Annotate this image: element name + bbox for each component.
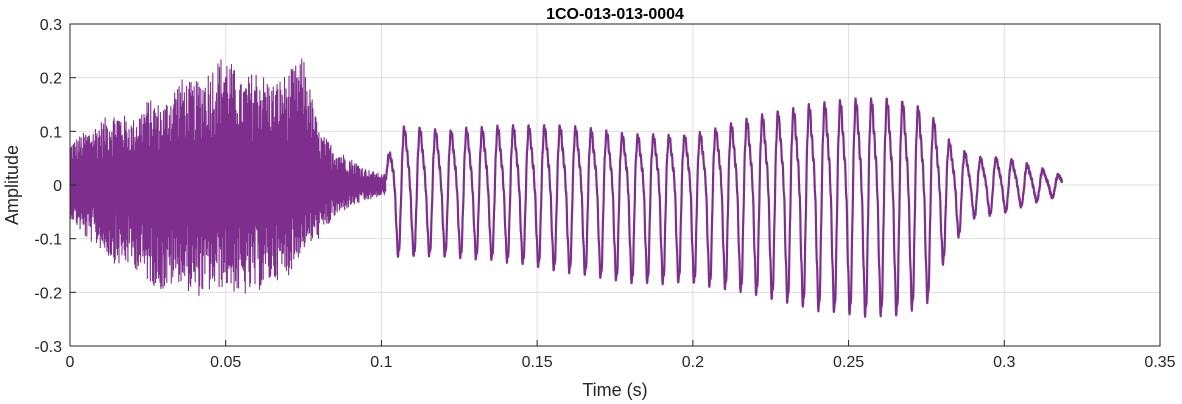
x-tick-label: 0.35 [1144,354,1175,371]
x-tick-label: 0.25 [833,354,864,371]
x-tick-label: 0.1 [370,354,392,371]
y-tick-label: 0.1 [40,124,62,141]
signal-trace [69,58,1063,318]
y-tick-label: -0.3 [34,339,62,356]
y-tick-label: 0.3 [40,17,62,34]
y-tick-label: -0.2 [34,285,62,302]
x-tick-label: 0 [66,354,75,371]
x-tick-label: 0.15 [522,354,553,371]
y-tick-label: -0.1 [34,232,62,249]
y-axis-ticks: -0.3 -0.2 -0.1 0 0.1 0.2 0.3 [34,17,76,356]
y-tick-label: 0.2 [40,71,62,88]
unvoiced-signal-line [69,58,387,296]
x-tick-label: 0.05 [210,354,241,371]
voiced-signal-line [385,97,1063,318]
x-tick-label: 0.3 [993,354,1015,371]
chart-title: 1CO-013-013-0004 [546,6,684,23]
x-tick-label: 0.2 [682,354,704,371]
y-tick-label: 0 [53,178,62,195]
x-axis-label: Time (s) [582,380,647,400]
x-axis-ticks: 0 0.05 0.1 0.15 0.2 0.25 0.3 0.35 [66,340,1176,371]
y-axis-label: Amplitude [2,145,22,225]
